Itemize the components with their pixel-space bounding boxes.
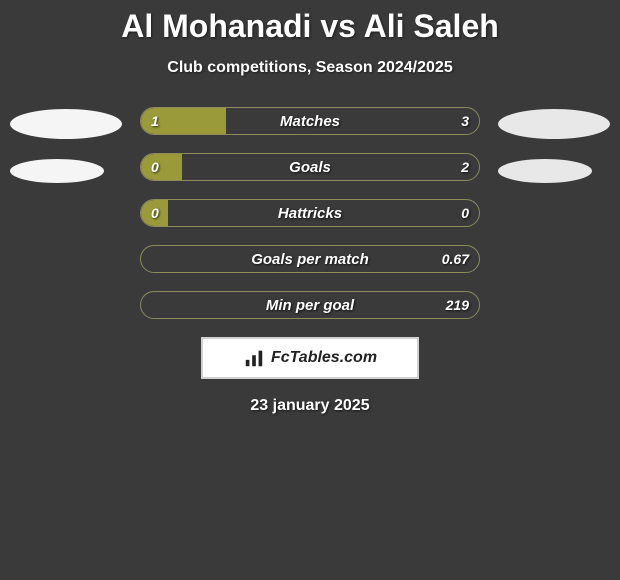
bar-val-right: 0.67 bbox=[442, 246, 469, 272]
bar-chart-icon bbox=[243, 347, 265, 369]
bar-val-right: 219 bbox=[446, 292, 469, 318]
bar-mpg: Min per goal 219 bbox=[140, 291, 480, 319]
bar-val-right: 3 bbox=[461, 108, 469, 134]
bar-label: Hattricks bbox=[141, 200, 479, 226]
bar-label: Goals per match bbox=[141, 246, 479, 272]
bar-label: Min per goal bbox=[141, 292, 479, 318]
page-title: Al Mohanadi vs Ali Saleh bbox=[0, 8, 620, 45]
bar-fill-left bbox=[141, 154, 182, 180]
subtitle: Club competitions, Season 2024/2025 bbox=[0, 59, 620, 77]
player1-avatar-col bbox=[10, 107, 122, 183]
player2-ellipse-1 bbox=[498, 109, 610, 139]
player2-ellipse-2 bbox=[498, 159, 592, 183]
badge-text: FcTables.com bbox=[271, 349, 377, 367]
source-badge[interactable]: FcTables.com bbox=[201, 337, 419, 379]
comparison-widget: Al Mohanadi vs Ali Saleh Club competitio… bbox=[0, 0, 620, 415]
bar-matches: 1 Matches 3 bbox=[140, 107, 480, 135]
bar-val-right: 0 bbox=[461, 200, 469, 226]
bar-hattricks: 0 Hattricks 0 bbox=[140, 199, 480, 227]
stat-bars: 1 Matches 3 0 Goals 2 0 Hattricks 0 Goal… bbox=[140, 107, 480, 319]
player1-ellipse-2 bbox=[10, 159, 104, 183]
player2-avatar-col bbox=[498, 107, 610, 183]
bar-gpm: Goals per match 0.67 bbox=[140, 245, 480, 273]
date-label: 23 january 2025 bbox=[0, 397, 620, 415]
bar-val-left: 1 bbox=[151, 108, 159, 134]
bar-goals: 0 Goals 2 bbox=[140, 153, 480, 181]
bar-label: Goals bbox=[141, 154, 479, 180]
bar-val-left: 0 bbox=[151, 154, 159, 180]
bar-val-right: 2 bbox=[461, 154, 469, 180]
chart-area: 1 Matches 3 0 Goals 2 0 Hattricks 0 Goal… bbox=[0, 107, 620, 319]
player1-ellipse-1 bbox=[10, 109, 122, 139]
bar-val-left: 0 bbox=[151, 200, 159, 226]
